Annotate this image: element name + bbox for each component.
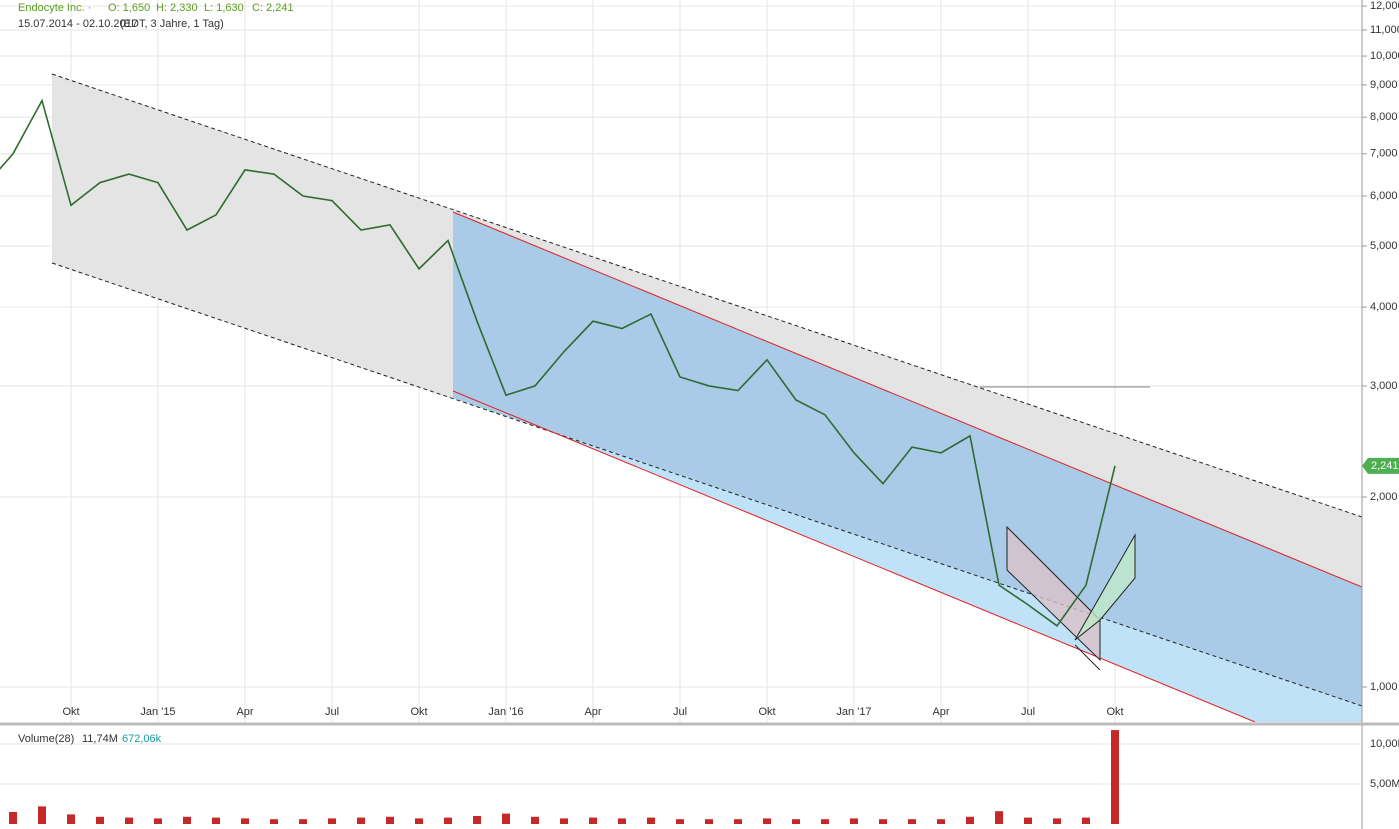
legend-item: H: 2,330 <box>156 2 198 14</box>
x-tick-label: Apr <box>932 706 949 718</box>
volume-bar <box>647 817 655 824</box>
volume-bar <box>966 816 974 824</box>
volume-plot <box>9 730 1119 824</box>
volume-bar <box>183 816 191 824</box>
volume-bar <box>444 817 452 824</box>
y-tick-label: 6,000 <box>1370 190 1398 202</box>
drawings <box>51 73 1362 722</box>
y-tick-label: 3,000 <box>1370 380 1398 392</box>
volume-bar <box>9 812 17 824</box>
volume-bar <box>1111 730 1119 824</box>
channel-fill <box>453 212 1362 706</box>
y-tick-label: 2,000 <box>1370 491 1398 503</box>
y-tick-label: 12,000 <box>1370 0 1399 12</box>
channel-line <box>452 390 1256 722</box>
volume-bar <box>357 817 365 824</box>
y-tick-label: 7,000 <box>1370 148 1398 160</box>
y-tick-label: 10,000 <box>1370 50 1399 62</box>
x-tick-label: Okt <box>1106 706 1123 718</box>
volume-bar <box>212 817 220 824</box>
volume-bar <box>38 806 46 824</box>
date-range: 15.07.2014 - 02.10.2017 <box>18 18 138 30</box>
volume-bar <box>879 819 887 824</box>
volume-bar <box>473 816 481 824</box>
x-tick-label: Okt <box>758 706 775 718</box>
y-tick-label: 4,000 <box>1370 301 1398 313</box>
price-badge-label: 2,241 <box>1371 460 1399 472</box>
y-tick-label: 11,000 <box>1370 24 1399 36</box>
volume-bar <box>705 819 713 824</box>
x-tick-label: Jul <box>1021 706 1035 718</box>
volume-legend: 672,06k <box>122 733 162 745</box>
volume-bar <box>154 818 162 824</box>
x-tick-label: Jan '17 <box>836 706 871 718</box>
x-tick-label: Jan '16 <box>488 706 523 718</box>
volume-bar <box>502 813 510 824</box>
x-tick-label: Jul <box>673 706 687 718</box>
x-tick-label: Okt <box>62 706 79 718</box>
legend-item: L: 1,630 <box>204 2 244 14</box>
volume-bar <box>850 818 858 824</box>
volume-bar <box>734 819 742 824</box>
volume-bar <box>328 818 336 824</box>
volume-bar <box>1024 817 1032 824</box>
x-tick-label: Jan '15 <box>140 706 175 718</box>
pattern-line <box>1074 644 1101 671</box>
volume-bar <box>560 818 568 824</box>
x-tick-label: Apr <box>236 706 253 718</box>
y-tick-label: 5,000 <box>1370 240 1398 252</box>
volume-bar <box>531 816 539 824</box>
volume-bar <box>589 817 597 824</box>
volume-bar <box>96 816 104 824</box>
y-tick-label: 8,000 <box>1370 111 1398 123</box>
volume-bar <box>821 819 829 824</box>
volume-bar <box>792 819 800 824</box>
plot <box>0 98 1116 627</box>
volume-bar <box>676 819 684 824</box>
volume-bar <box>908 819 916 824</box>
chart-title: Endocyte Inc. · <box>18 2 91 14</box>
y-tick-label: 5,00M <box>1370 778 1399 790</box>
x-tick-label: Apr <box>584 706 601 718</box>
volume-bar <box>67 814 75 824</box>
volume-bar <box>299 819 307 824</box>
legend-item: C: 2,241 <box>252 2 294 14</box>
volume-bar <box>1053 818 1061 824</box>
volume-bar <box>415 818 423 824</box>
x-tick-label: Okt <box>410 706 427 718</box>
volume-bar <box>937 819 945 824</box>
volume-bar <box>995 811 1003 824</box>
pattern <box>1006 525 1101 662</box>
volume-legend: 11,74M <box>82 733 118 745</box>
pattern <box>1074 533 1136 641</box>
price-badge <box>1362 457 1399 474</box>
volume-title: Volume(28) <box>18 733 74 745</box>
volume-bar <box>125 817 133 824</box>
volume-bar <box>241 818 249 824</box>
legend-item: O: 1,650 <box>108 2 150 14</box>
volume-bar <box>618 818 626 824</box>
channel-line <box>452 211 1362 588</box>
volume-bar <box>386 816 394 824</box>
y-tick-label: 10,00M <box>1370 738 1399 750</box>
x-tick-label: Jul <box>325 706 339 718</box>
volume-bar <box>1082 817 1090 824</box>
volume-bar <box>270 819 278 824</box>
note: (EDT, 3 Jahre, 1 Tag) <box>120 18 224 30</box>
price-line <box>0 98 1116 627</box>
y-tick-label: 9,000 <box>1370 79 1398 91</box>
volume-bar <box>763 818 771 824</box>
y-tick-label: 1,000 <box>1370 681 1398 693</box>
